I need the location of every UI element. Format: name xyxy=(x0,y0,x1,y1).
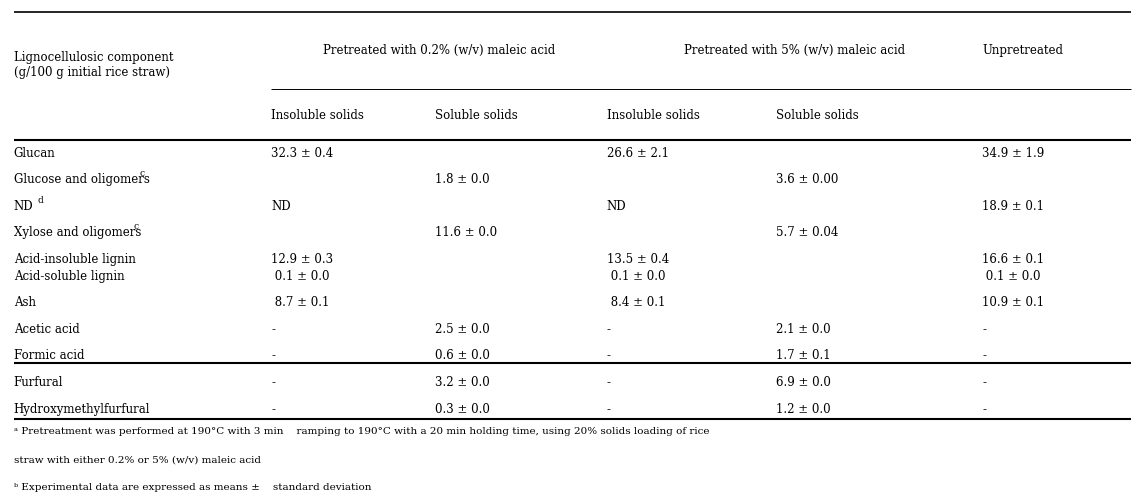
Text: 5.7 ± 0.04: 5.7 ± 0.04 xyxy=(776,226,838,239)
Text: 34.9 ± 1.9: 34.9 ± 1.9 xyxy=(982,146,1044,159)
Text: Furfural: Furfural xyxy=(14,375,63,388)
Text: Insoluble solids: Insoluble solids xyxy=(607,109,700,122)
Text: ᵇ Experimental data are expressed as means ±    standard deviation: ᵇ Experimental data are expressed as mea… xyxy=(14,482,371,490)
Text: 3.6 ± 0.00: 3.6 ± 0.00 xyxy=(776,173,838,186)
Text: Acetic acid: Acetic acid xyxy=(14,322,79,335)
Text: ND: ND xyxy=(14,199,33,212)
Text: straw with either 0.2% or 5% (w/v) maleic acid: straw with either 0.2% or 5% (w/v) malei… xyxy=(14,454,261,463)
Text: 11.6 ± 0.0: 11.6 ± 0.0 xyxy=(435,226,497,239)
Text: Formic acid: Formic acid xyxy=(14,349,85,362)
Text: 0.1 ± 0.0: 0.1 ± 0.0 xyxy=(982,269,1041,282)
Text: 0.1 ± 0.0: 0.1 ± 0.0 xyxy=(271,269,330,282)
Text: 10.9 ± 0.1: 10.9 ± 0.1 xyxy=(982,296,1044,309)
Text: 3.2 ± 0.0: 3.2 ± 0.0 xyxy=(435,375,490,388)
Text: Unpretreated: Unpretreated xyxy=(982,44,1064,57)
Text: 2.5 ± 0.0: 2.5 ± 0.0 xyxy=(435,322,490,335)
Text: 0.6 ± 0.0: 0.6 ± 0.0 xyxy=(435,349,490,362)
Text: ND: ND xyxy=(271,199,291,212)
Text: Glucan: Glucan xyxy=(14,146,55,159)
Text: 8.4 ± 0.1: 8.4 ± 0.1 xyxy=(607,296,665,309)
Text: Xylose and oligomers: Xylose and oligomers xyxy=(14,226,141,239)
Text: 0.1 ± 0.0: 0.1 ± 0.0 xyxy=(607,269,665,282)
Text: 18.9 ± 0.1: 18.9 ± 0.1 xyxy=(982,199,1044,212)
Text: -: - xyxy=(607,375,610,388)
Text: 12.9 ± 0.3: 12.9 ± 0.3 xyxy=(271,253,333,266)
Text: Lignocellulosic component
(g/100 g initial rice straw): Lignocellulosic component (g/100 g initi… xyxy=(14,51,173,79)
Text: Pretreated with 0.2% (w/v) maleic acid: Pretreated with 0.2% (w/v) maleic acid xyxy=(323,44,555,57)
Text: -: - xyxy=(982,322,986,335)
Text: -: - xyxy=(271,322,275,335)
Text: 32.3 ± 0.4: 32.3 ± 0.4 xyxy=(271,146,333,159)
Text: c: c xyxy=(134,222,139,231)
Text: 2.1 ± 0.0: 2.1 ± 0.0 xyxy=(776,322,831,335)
Text: Insoluble solids: Insoluble solids xyxy=(271,109,364,122)
Text: 26.6 ± 2.1: 26.6 ± 2.1 xyxy=(607,146,669,159)
Text: 6.9 ± 0.0: 6.9 ± 0.0 xyxy=(776,375,831,388)
Text: -: - xyxy=(982,402,986,415)
Text: 13.5 ± 0.4: 13.5 ± 0.4 xyxy=(607,253,669,266)
Text: Hydroxymethylfurfural: Hydroxymethylfurfural xyxy=(14,402,150,415)
Text: -: - xyxy=(271,375,275,388)
Text: Soluble solids: Soluble solids xyxy=(776,109,859,122)
Text: 0.3 ± 0.0: 0.3 ± 0.0 xyxy=(435,402,490,415)
Text: 8.7 ± 0.1: 8.7 ± 0.1 xyxy=(271,296,330,309)
Text: -: - xyxy=(982,375,986,388)
Text: -: - xyxy=(607,322,610,335)
Text: Ash: Ash xyxy=(14,296,35,309)
Text: -: - xyxy=(982,349,986,362)
Text: Pretreated with 5% (w/v) maleic acid: Pretreated with 5% (w/v) maleic acid xyxy=(684,44,906,57)
Text: d: d xyxy=(38,195,44,204)
Text: -: - xyxy=(607,349,610,362)
Text: -: - xyxy=(271,349,275,362)
Text: 1.2 ± 0.0: 1.2 ± 0.0 xyxy=(776,402,831,415)
Text: -: - xyxy=(271,402,275,415)
Text: ᵃ Pretreatment was performed at 190°C with 3 min    ramping to 190°C with a 20 m: ᵃ Pretreatment was performed at 190°C wi… xyxy=(14,427,709,435)
Text: -: - xyxy=(607,402,610,415)
Text: Soluble solids: Soluble solids xyxy=(435,109,518,122)
Text: 1.8 ± 0.0: 1.8 ± 0.0 xyxy=(435,173,490,186)
Text: c: c xyxy=(140,169,145,178)
Text: 1.7 ± 0.1: 1.7 ± 0.1 xyxy=(776,349,831,362)
Text: Glucose and oligomers: Glucose and oligomers xyxy=(14,173,150,186)
Text: 16.6 ± 0.1: 16.6 ± 0.1 xyxy=(982,253,1044,266)
Text: ND: ND xyxy=(607,199,626,212)
Text: Acid-insoluble lignin: Acid-insoluble lignin xyxy=(14,253,135,266)
Text: Acid-soluble lignin: Acid-soluble lignin xyxy=(14,269,125,282)
